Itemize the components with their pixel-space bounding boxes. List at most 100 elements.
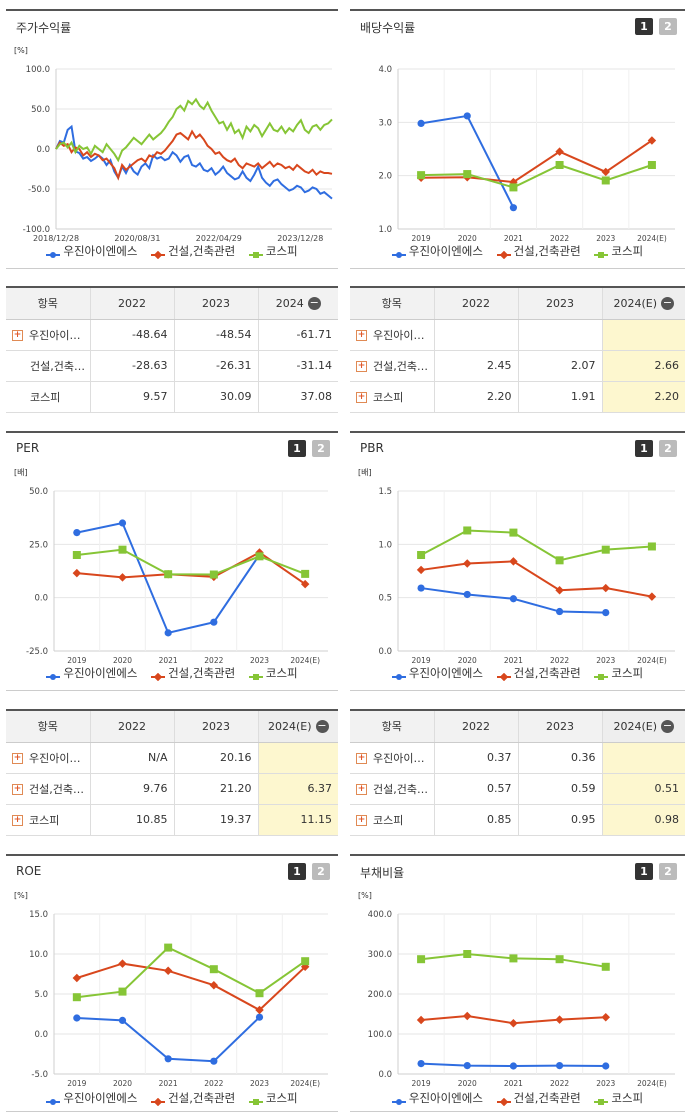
col-header-2024e: 2024(E) − bbox=[257, 711, 338, 743]
unit-label: [%] bbox=[358, 891, 372, 900]
period-button-1[interactable]: 1 bbox=[635, 18, 653, 35]
data-point bbox=[601, 583, 610, 593]
col-header-item: 항목 bbox=[6, 288, 90, 320]
table-cell: 0.51 bbox=[601, 773, 685, 805]
collapse-icon[interactable]: − bbox=[661, 719, 675, 733]
pbr-panel: PBR 1 2 [배] 1.5 1.0 0.5 0.0 2019 2020 2021 2022 2… bbox=[350, 431, 685, 691]
x-tick-label: 2020 bbox=[458, 234, 477, 243]
row-label: + 건설,건축… bbox=[350, 350, 434, 382]
legend-kospi-icon bbox=[594, 670, 609, 680]
series-line bbox=[420, 529, 652, 562]
col-header-item: 항목 bbox=[350, 288, 434, 320]
data-point bbox=[555, 955, 564, 964]
row-name: 코스피 bbox=[373, 813, 404, 827]
data-point bbox=[300, 579, 310, 589]
data-point bbox=[509, 528, 518, 537]
col-header-2022: 2022 bbox=[89, 288, 174, 320]
expand-icon[interactable]: + bbox=[12, 784, 23, 795]
data-point bbox=[164, 570, 173, 579]
table-cell: 2.20 bbox=[433, 381, 518, 413]
legend-company: 우진아이엔에스 bbox=[46, 665, 137, 681]
expand-icon[interactable]: + bbox=[12, 753, 23, 764]
period-button-2[interactable]: 2 bbox=[312, 863, 330, 880]
data-point bbox=[601, 962, 610, 971]
y-tick-label: -25.0 bbox=[26, 647, 48, 657]
per-table: 항목 2022 2023 2024(E) − + 우진아이… N/A 20.16 + 건설,… bbox=[6, 711, 338, 836]
row-name: 우진아이… bbox=[29, 328, 81, 342]
table-cell bbox=[601, 742, 685, 774]
y-tick-label: 1.0 bbox=[378, 540, 392, 550]
y-tick-label: 0.0 bbox=[34, 594, 48, 604]
y-tick-label: 200.0 bbox=[368, 990, 392, 1000]
period-button-1[interactable]: 1 bbox=[288, 440, 306, 457]
x-tick-label: 2023 bbox=[596, 1079, 615, 1088]
x-tick-label: 2020/08/31 bbox=[114, 234, 160, 243]
period-button-2[interactable]: 2 bbox=[659, 18, 677, 35]
unit-label: [%] bbox=[14, 891, 28, 900]
x-tick-label: 2020 bbox=[458, 1079, 477, 1088]
table-cell: -48.54 bbox=[173, 319, 258, 351]
y-tick-label: 3.0 bbox=[378, 118, 392, 128]
expand-icon[interactable]: + bbox=[356, 753, 367, 764]
data-point bbox=[210, 1057, 218, 1065]
data-point bbox=[209, 570, 218, 579]
data-point bbox=[118, 959, 127, 968]
expand-icon[interactable]: + bbox=[356, 815, 367, 826]
expand-icon[interactable]: + bbox=[356, 392, 367, 403]
data-point bbox=[555, 1015, 564, 1024]
period-button-1[interactable]: 1 bbox=[635, 440, 653, 457]
legend-kospi-icon bbox=[248, 1095, 263, 1105]
col-header-2023: 2023 bbox=[173, 288, 258, 320]
data-point bbox=[72, 551, 81, 559]
table-row: + 우진아이… N/A 20.16 bbox=[6, 742, 338, 774]
expand-icon[interactable]: + bbox=[356, 330, 367, 341]
legend-sector: 건설,건축관련 bbox=[151, 243, 235, 259]
row-label: 건설,건축… bbox=[6, 350, 90, 382]
col-header-2022: 2022 bbox=[89, 711, 174, 743]
data-point bbox=[255, 1005, 264, 1015]
data-point bbox=[463, 1011, 472, 1021]
table-cell: 19.37 bbox=[173, 804, 258, 836]
x-tick-label: 2022 bbox=[550, 1079, 569, 1088]
table-cell bbox=[433, 319, 518, 351]
pbr-table-wrap: 항목 2022 2023 2024(E) − + 우진아이… 0.37 0.36 + 건설,… bbox=[350, 709, 685, 836]
expand-icon[interactable]: + bbox=[12, 330, 23, 341]
x-tick-label: 2023/12/28 bbox=[277, 234, 323, 243]
legend-sector-icon bbox=[496, 1095, 511, 1106]
table-cell: 21.20 bbox=[173, 773, 258, 805]
collapse-icon[interactable]: − bbox=[661, 296, 675, 310]
expand-icon[interactable]: + bbox=[12, 815, 23, 826]
table-cell: N/A bbox=[89, 742, 174, 774]
legend-company: 우진아이엔에스 bbox=[46, 243, 137, 259]
x-tick-label: 2024(E) bbox=[637, 1079, 667, 1088]
period-button-2[interactable]: 2 bbox=[659, 440, 677, 457]
row-label: + 우진아이… bbox=[350, 742, 434, 774]
table-cell: 1.91 bbox=[517, 381, 602, 413]
collapse-icon[interactable]: − bbox=[307, 296, 321, 310]
data-point bbox=[601, 1012, 610, 1022]
table-row: + 우진아이… -48.64 -48.54 -61.71 bbox=[6, 319, 338, 351]
legend-label: 건설,건축관련 bbox=[513, 1091, 581, 1105]
series-kospi bbox=[417, 526, 656, 565]
legend-company-icon bbox=[391, 248, 406, 258]
period-button-2[interactable]: 2 bbox=[659, 863, 677, 880]
y-tick-label: 0.0 bbox=[378, 647, 392, 657]
period-button-1[interactable]: 1 bbox=[635, 863, 653, 880]
row-name: 우진아이… bbox=[373, 328, 425, 342]
expand-icon[interactable]: + bbox=[356, 361, 367, 372]
unit-label: [배] bbox=[14, 468, 28, 477]
period-toggle: 1 2 bbox=[635, 440, 677, 457]
y-tick-label: 50.0 bbox=[29, 487, 48, 497]
legend-company-icon bbox=[46, 670, 61, 680]
data-point bbox=[72, 993, 81, 1002]
period-button-2[interactable]: 2 bbox=[312, 440, 330, 457]
x-tick-label: 2019 bbox=[412, 1079, 431, 1088]
legend-kospi-icon bbox=[594, 1095, 609, 1105]
collapse-icon[interactable]: − bbox=[315, 719, 329, 733]
table-row: 건설,건축… -28.63 -26.31 -31.14 bbox=[6, 350, 338, 382]
debt-ratio-chart: [%] 400.0 300.0 200.0 100.0 0.0 2019 2020 2021 20… bbox=[358, 891, 675, 1088]
data-point bbox=[255, 989, 264, 998]
series-kospi bbox=[72, 545, 310, 579]
expand-icon[interactable]: + bbox=[356, 784, 367, 795]
period-button-1[interactable]: 1 bbox=[288, 863, 306, 880]
